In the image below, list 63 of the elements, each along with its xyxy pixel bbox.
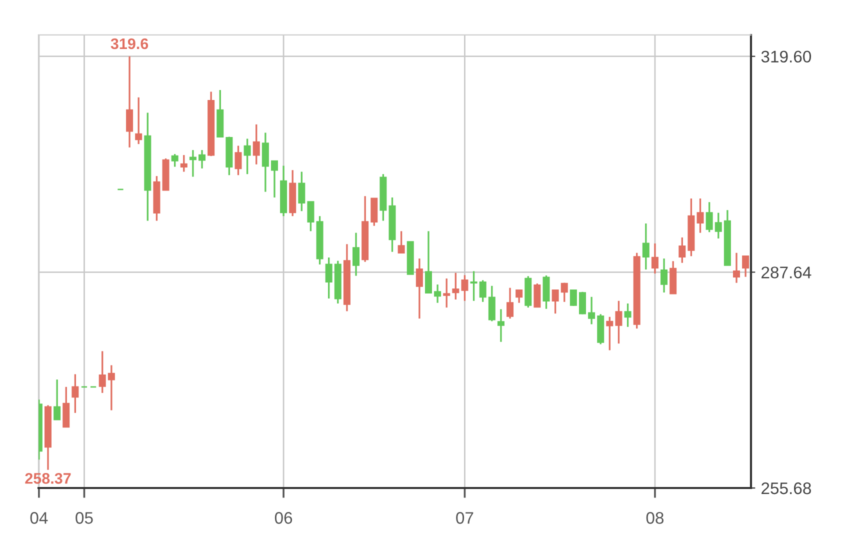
candlestick bbox=[126, 55, 134, 148]
candlestick bbox=[560, 282, 568, 303]
candlestick bbox=[742, 255, 750, 278]
candlestick bbox=[189, 149, 196, 178]
candlestick bbox=[542, 274, 550, 310]
y-tick-label: 287.64 bbox=[762, 266, 812, 278]
candlestick bbox=[98, 350, 106, 394]
candlestick bbox=[54, 378, 61, 420]
candlestick bbox=[434, 284, 442, 304]
candlestick bbox=[262, 132, 269, 193]
candlestick bbox=[135, 96, 142, 145]
candlestick bbox=[398, 230, 405, 254]
candlestick bbox=[307, 200, 314, 232]
candlestick bbox=[615, 300, 622, 344]
candlestick bbox=[72, 373, 79, 414]
y-tick-label: 319.60 bbox=[761, 50, 812, 63]
candlestick bbox=[516, 288, 523, 304]
candlestick bbox=[470, 270, 478, 302]
x-tick-label: 05 bbox=[76, 512, 93, 524]
candlestick bbox=[180, 154, 188, 173]
candlestick bbox=[416, 258, 423, 320]
x-tick-label: 07 bbox=[456, 512, 474, 524]
candlestick bbox=[325, 256, 332, 300]
x-tick-label: 06 bbox=[274, 512, 292, 524]
candlestick bbox=[370, 198, 378, 227]
candlestick bbox=[62, 386, 70, 428]
candlestick bbox=[570, 288, 577, 307]
candlestick bbox=[198, 149, 206, 170]
candlestick bbox=[461, 274, 468, 302]
candlestick bbox=[506, 287, 514, 320]
candlestick bbox=[651, 242, 658, 274]
candlestick bbox=[270, 160, 278, 198]
candlestick bbox=[606, 316, 614, 352]
candlestick bbox=[642, 222, 650, 270]
candlestick bbox=[298, 170, 306, 212]
annotation: 319.6 bbox=[110, 38, 148, 50]
candlestick bbox=[443, 278, 450, 308]
y-tick-label: 255.68 bbox=[762, 482, 811, 494]
candlestick bbox=[660, 258, 668, 294]
candlestick bbox=[497, 308, 504, 343]
candlestick bbox=[588, 296, 596, 326]
candlestick bbox=[424, 230, 432, 294]
candlestick bbox=[479, 279, 486, 303]
candlestick bbox=[706, 201, 713, 233]
candlestick bbox=[732, 252, 740, 284]
candlestick bbox=[108, 364, 115, 412]
candlestick bbox=[488, 285, 496, 322]
candlestick bbox=[452, 272, 460, 300]
candlestick bbox=[171, 153, 178, 168]
candlestick bbox=[624, 302, 632, 328]
candlestick bbox=[252, 124, 260, 166]
x-tick-label: 04 bbox=[30, 512, 48, 524]
candlestick bbox=[714, 212, 722, 240]
annotation: 258.37 bbox=[25, 473, 71, 484]
candlestick bbox=[552, 289, 559, 314]
candlestick bbox=[244, 138, 251, 175]
candlestick bbox=[678, 236, 686, 264]
candlestick bbox=[352, 232, 360, 277]
candlestick bbox=[234, 144, 242, 176]
candlestick bbox=[578, 291, 586, 316]
candlestick bbox=[534, 282, 541, 308]
x-tick-label: 08 bbox=[646, 512, 664, 524]
candlestick bbox=[696, 198, 704, 234]
